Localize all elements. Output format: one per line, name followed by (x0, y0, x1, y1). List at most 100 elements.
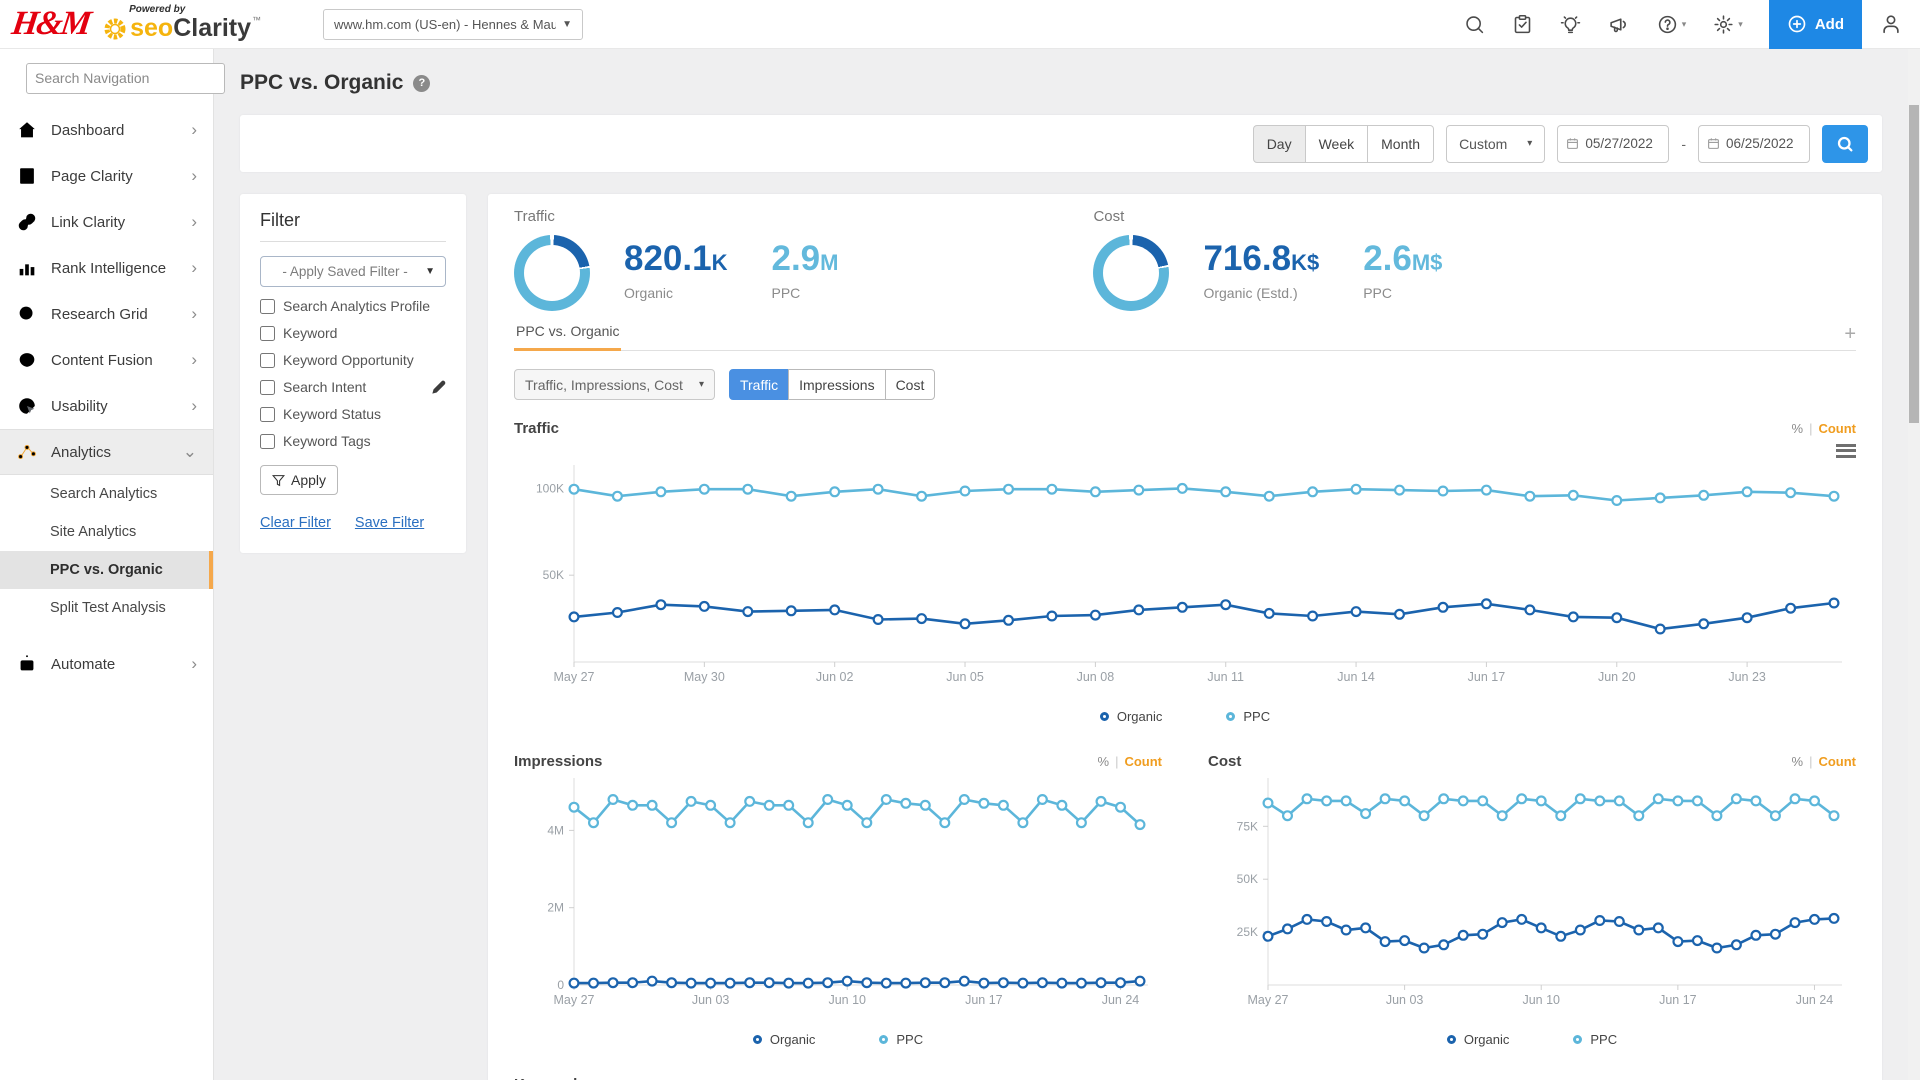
search-icon[interactable] (1464, 14, 1485, 35)
apply-filter-button[interactable]: Apply (260, 465, 338, 495)
topbar: H&M Powered by seo Clarity ™ www.hm.com … (0, 0, 1920, 49)
sidebar-item-dashboard[interactable]: Dashboard › (0, 107, 213, 153)
chart-menu-icon[interactable] (1836, 441, 1856, 457)
sidebar-item-automate[interactable]: Automate › (0, 641, 213, 687)
add-button-label: Add (1815, 16, 1844, 33)
legend-ppc[interactable]: PPC (1573, 1028, 1617, 1050)
caret-down-icon: ▼ (425, 266, 435, 277)
svg-text:50K: 50K (1237, 872, 1258, 886)
period-week-button[interactable]: Week (1305, 125, 1369, 163)
traffic-chart[interactable]: 50K100KMay 27May 30Jun 02Jun 05Jun 08Jun… (514, 457, 1856, 697)
add-tab-icon[interactable]: + (1844, 324, 1856, 344)
svg-text:2M: 2M (547, 901, 564, 915)
sidebar-item-analytics[interactable]: Analytics ⌄ (0, 429, 213, 475)
domain-selector[interactable]: www.hm.com (US-en) - Hennes & Mauritz AB… (323, 9, 583, 40)
page-help-icon[interactable]: ? (413, 75, 430, 92)
seoclarity-logo: Powered by seo Clarity ™ (103, 5, 261, 44)
tab-ppc-vs-organic[interactable]: PPC vs. Organic (514, 315, 621, 351)
tasks-clipboard-icon[interactable] (1512, 14, 1533, 35)
custom-range-select[interactable]: Custom ▾ (1446, 125, 1545, 163)
add-button[interactable]: Add (1769, 0, 1862, 49)
clear-filter-link[interactable]: Clear Filter (260, 515, 331, 531)
sidebar-item-research-grid[interactable]: Research Grid › (0, 291, 213, 337)
traffic-organic-stat: 820.1K Organic (624, 241, 727, 301)
sidebar-item-ppc-vs-organic[interactable]: PPC vs. Organic (0, 551, 213, 589)
edit-pencil-icon[interactable] (432, 380, 446, 394)
svg-text:Jun 24: Jun 24 (1796, 993, 1834, 1007)
search-navigation-input[interactable] (26, 63, 225, 94)
chevron-right-icon: › (191, 120, 197, 140)
toggle-traffic[interactable]: Traffic (729, 369, 789, 400)
idea-bulb-icon[interactable] (1560, 14, 1581, 35)
chevron-right-icon: › (191, 212, 197, 232)
user-menu[interactable] (1862, 13, 1920, 35)
keyword-opportunity-checkbox[interactable] (260, 353, 275, 368)
sidebar-item-search-analytics[interactable]: Search Analytics (0, 475, 213, 513)
keyword-tags-checkbox[interactable] (260, 434, 275, 449)
count-option[interactable]: Count (1818, 754, 1856, 769)
count-option[interactable]: Count (1124, 754, 1162, 769)
traffic-section-title: Traffic (514, 420, 559, 437)
scrollbar-thumb[interactable] (1909, 105, 1919, 423)
percent-option[interactable]: % (1792, 754, 1804, 769)
analytics-network-icon (16, 441, 38, 463)
seoclarity-sun-icon (103, 17, 127, 41)
settings-gear-menu[interactable]: ▾ (1713, 14, 1743, 35)
chevron-right-icon: › (191, 350, 197, 370)
keyword-status-checkbox[interactable] (260, 407, 275, 422)
date-to-input[interactable]: 06/25/2022 (1698, 125, 1810, 163)
period-segmented-control: Day Week Month (1253, 125, 1434, 163)
legend-ppc[interactable]: PPC (879, 1028, 923, 1050)
sidebar-item-rank-intelligence[interactable]: Rank Intelligence › (0, 245, 213, 291)
legend-organic[interactable]: Organic (753, 1028, 816, 1050)
help-menu[interactable]: ▾ (1657, 14, 1687, 35)
period-day-button[interactable]: Day (1253, 125, 1306, 163)
cost-stat-label: Cost (1093, 208, 1442, 225)
filter-checkbox-row: Search Intent (260, 379, 446, 395)
bar-chart-icon (16, 257, 38, 279)
svg-text:May 27: May 27 (1248, 993, 1289, 1007)
period-month-button[interactable]: Month (1367, 125, 1434, 163)
count-option[interactable]: Count (1818, 421, 1856, 436)
plus-circle-icon (1787, 14, 1807, 34)
announcements-megaphone-icon[interactable] (1608, 14, 1630, 35)
user-icon (1880, 13, 1902, 35)
sidebar-item-link-clarity[interactable]: Link Clarity › (0, 199, 213, 245)
sidebar-item-site-analytics[interactable]: Site Analytics (0, 513, 213, 551)
sidebar-item-usability[interactable]: Usability › (0, 383, 213, 429)
sidebar-item-page-clarity[interactable]: Page Clarity › (0, 153, 213, 199)
legend-organic[interactable]: Organic (1447, 1028, 1510, 1050)
chevron-right-icon: › (191, 654, 197, 674)
apply-date-search-button[interactable] (1822, 125, 1868, 163)
percent-option[interactable]: % (1792, 421, 1804, 436)
toggle-cost[interactable]: Cost (885, 369, 936, 400)
metric-select[interactable]: Traffic, Impressions, Cost ▾ (514, 369, 715, 400)
domain-selector-value: www.hm.com (US-en) - Hennes & Mauritz AB (334, 17, 556, 32)
keyword-checkbox[interactable] (260, 326, 275, 341)
traffic-stat-group: Traffic 820.1K Organic 2.9M PPC (514, 208, 838, 311)
legend-organic[interactable]: Organic (1100, 705, 1163, 727)
ppc-marker-icon (1226, 712, 1235, 721)
percent-option[interactable]: % (1098, 754, 1110, 769)
page-scrollbar[interactable] (1908, 49, 1920, 1080)
robot-icon (16, 653, 38, 675)
chevron-right-icon: › (191, 166, 197, 186)
saved-filter-select[interactable]: - Apply Saved Filter - ▼ (260, 256, 446, 287)
date-from-input[interactable]: 05/27/2022 (1557, 125, 1669, 163)
impressions-chart[interactable]: 02M4MMay 27Jun 03Jun 10Jun 17Jun 24 (514, 770, 1162, 1020)
cost-section-title: Cost (1208, 753, 1241, 770)
report-tabs: PPC vs. Organic + (514, 315, 1856, 351)
svg-text:Jun 03: Jun 03 (1386, 993, 1424, 1007)
svg-text:4M: 4M (547, 823, 564, 837)
cost-section: Cost % | Count 25K50K75KMay 27Jun 03Jun … (1208, 753, 1856, 1050)
sidebar-item-split-test-analysis[interactable]: Split Test Analysis (0, 589, 213, 627)
sidebar-item-content-fusion[interactable]: Content Fusion › (0, 337, 213, 383)
save-filter-link[interactable]: Save Filter (355, 515, 424, 531)
chevron-right-icon: › (191, 304, 197, 324)
cost-chart[interactable]: 25K50K75KMay 27Jun 03Jun 10Jun 17Jun 24 (1208, 770, 1856, 1020)
calendar-icon (1566, 137, 1579, 150)
toggle-impressions[interactable]: Impressions (788, 369, 885, 400)
search-intent-checkbox[interactable] (260, 380, 275, 395)
search-analytics-profile-checkbox[interactable] (260, 299, 275, 314)
legend-ppc[interactable]: PPC (1226, 705, 1270, 727)
